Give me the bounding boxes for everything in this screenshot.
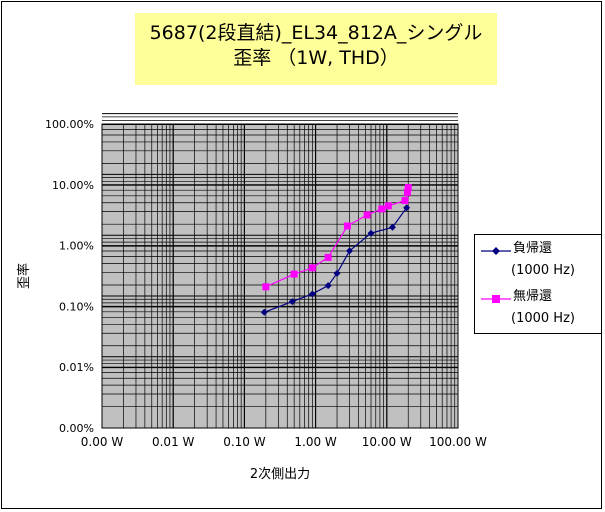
data-point [367,229,375,237]
chart-title-box: 5687(2段直結)_EL34_812A_シングル 歪率 （1W, THD） [135,13,497,85]
legend-label-nfb: 負帰還 [513,241,553,256]
data-point [308,264,316,272]
y-tick-label: 100.00% [45,118,94,131]
y-tick-label: 1.00% [59,240,94,253]
data-point [288,298,296,306]
data-point [403,188,411,196]
y-tick-label: 0.00% [59,422,94,435]
x-tick-label: 0.00 W [81,435,124,449]
data-point [401,197,409,205]
data-point [378,205,386,213]
data-point [324,282,332,290]
legend-sublabel-no-nfb: (1000 Hz) [511,311,575,326]
data-point [333,269,341,277]
data-point [388,223,396,231]
x-tick-label: 100.00 W [429,435,487,449]
data-point [260,308,268,316]
data-point [346,247,354,255]
data-point [324,253,332,261]
chart-subtitle: 歪率 （1W, THD） [233,47,399,69]
legend-swatch-no-nfb [481,295,511,303]
data-point [343,222,351,230]
data-point [290,270,298,278]
y-axis-label: 歪率 [16,263,32,289]
legend: 負帰還 (1000 Hz) 無帰還 (1000 Hz) [474,234,602,334]
plot-area [101,123,459,429]
data-point [262,283,270,291]
legend-label-no-nfb: 無帰還 [513,289,553,304]
data-point [403,204,411,212]
x-tick-label: 10.00 W [362,435,412,449]
legend-sublabel-nfb: (1000 Hz) [511,263,575,278]
y-tick-label: 0.10% [59,300,94,313]
chart-title: 5687(2段直結)_EL34_812A_シングル [149,22,483,44]
data-point [384,202,392,210]
x-axis-label: 2次側出力 [250,466,310,482]
plot-border [101,123,459,429]
data-point [404,184,412,192]
x-tick-label: 0.01 W [152,435,195,449]
data-point [363,211,371,219]
x-tick-label: 0.10 W [223,435,266,449]
data-point [308,290,316,298]
y-tick-label: 10.00% [52,179,94,192]
x-tick-label: 1.00 W [294,435,337,449]
legend-swatch-nfb [481,247,511,255]
y-tick-label: 0.01% [59,361,94,374]
